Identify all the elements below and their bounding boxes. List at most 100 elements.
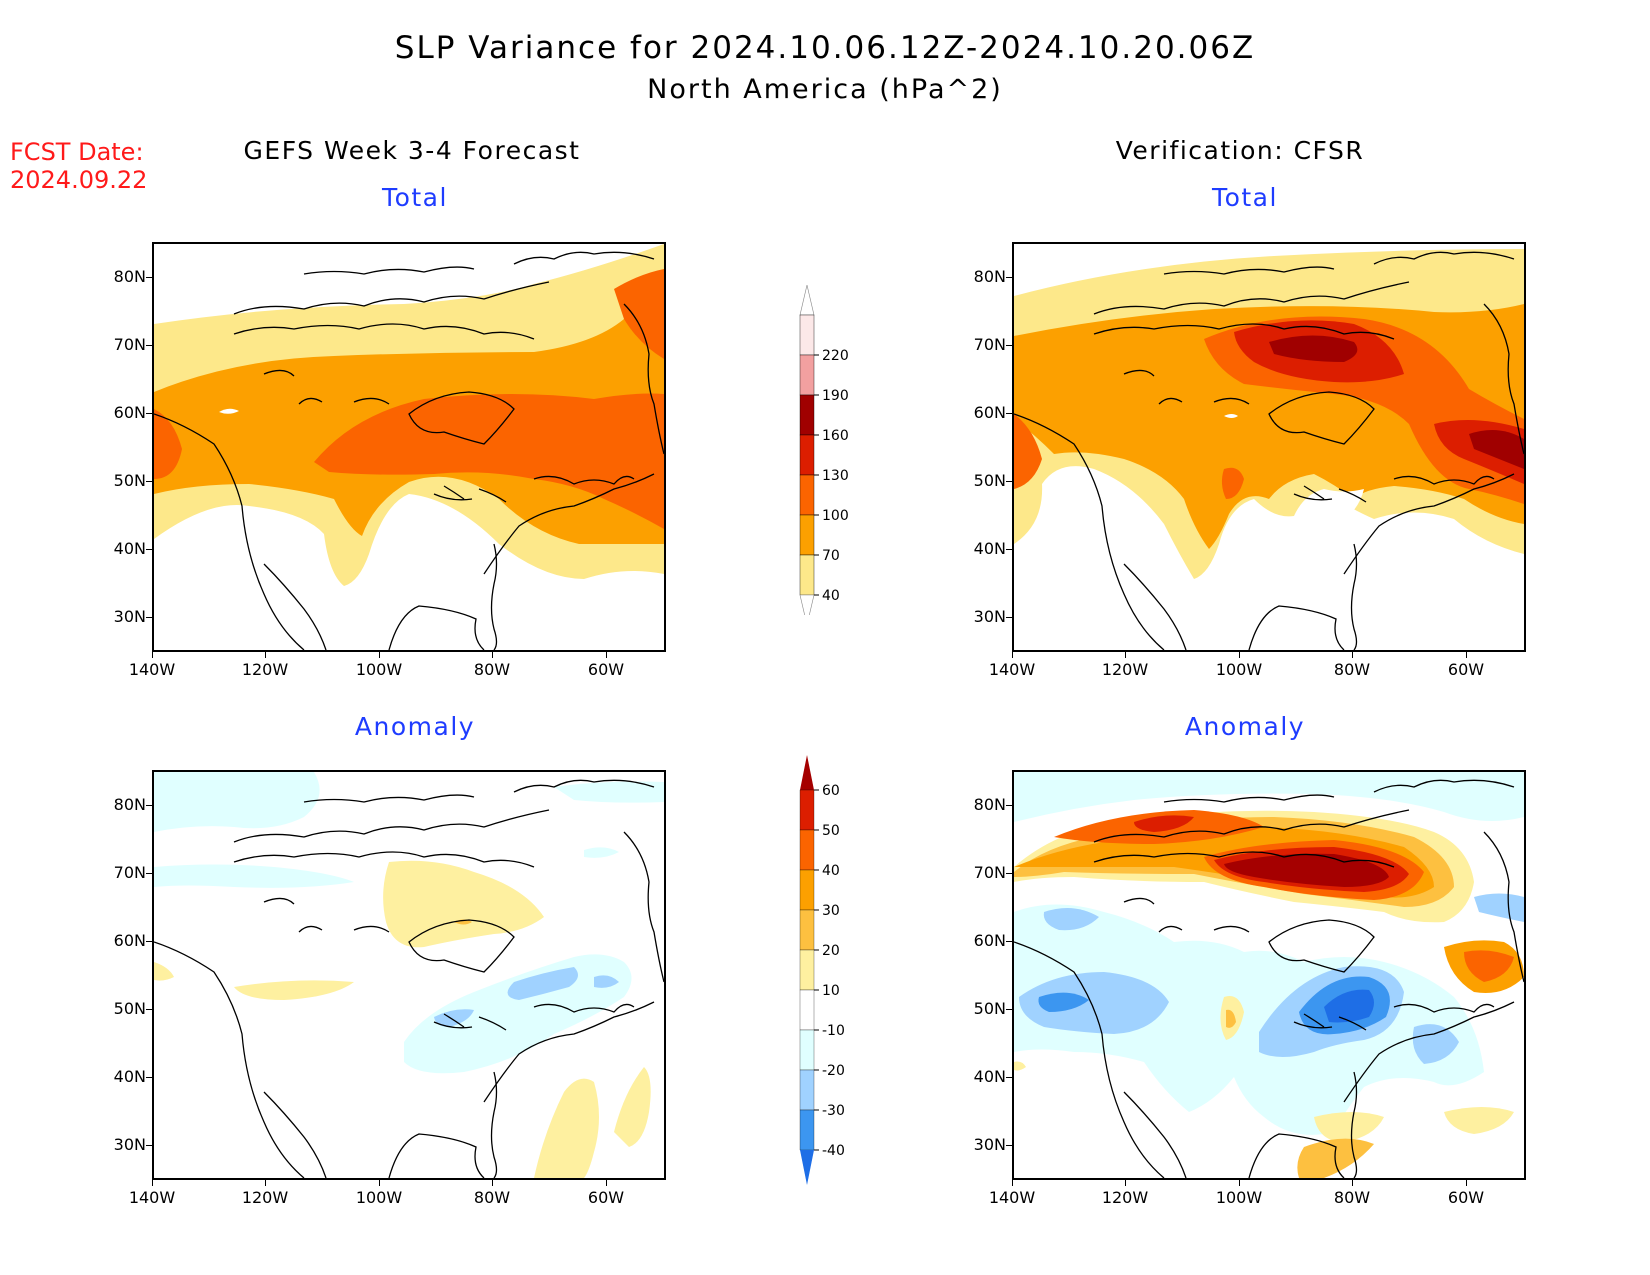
lon-tick-label-verification-total: 80W: [1333, 660, 1371, 679]
lon-tick-label-forecast-total: 120W: [241, 660, 289, 679]
lon-tick-label-forecast-total: 140W: [128, 660, 176, 679]
figure-title: SLP Variance for 2024.10.06.12Z-2024.10.…: [394, 30, 1256, 66]
map-verification-anomaly: [1012, 770, 1526, 1180]
colorbar-anomaly-label: -40: [822, 1143, 845, 1159]
colorbar-anomaly-swatch: [799, 949, 815, 991]
coastlines: [154, 779, 664, 1178]
colorbar-total-bottom-arrow: [799, 594, 815, 626]
colorbar-total: 220 190 160 130 100 70 40: [790, 284, 880, 626]
lat-tick-mark: [146, 873, 152, 874]
lat-tick-mark: [1006, 1077, 1012, 1078]
map-forecast-anomaly-field: [154, 772, 664, 1178]
map-verification-total-field: [1014, 249, 1524, 650]
colorbar-anomaly-swatch: [799, 829, 815, 871]
colorbar-anomaly-swatch: [799, 1069, 815, 1111]
lat-tick-label-verification-anomaly: 70N: [973, 863, 1006, 882]
lon-tick-label-forecast-total: 80W: [473, 660, 511, 679]
lat-tick-mark: [1006, 617, 1012, 618]
lat-tick-label-forecast-anomaly: 60N: [113, 931, 146, 950]
lon-tick-label-verification-total: 60W: [1447, 660, 1485, 679]
colorbar-total-svg: 220 190 160 130 100 70 40: [799, 284, 849, 626]
lon-tick-mark: [152, 652, 153, 658]
lon-tick-mark: [379, 652, 380, 658]
lon-tick-label-verification-total: 120W: [1101, 660, 1149, 679]
lon-tick-label-forecast-anomaly: 100W: [355, 1188, 403, 1207]
lon-tick-label-forecast-anomaly: 140W: [128, 1188, 176, 1207]
lat-tick-label-verification-total: 60N: [973, 403, 1006, 422]
colorbar-anomaly-label: -30: [822, 1103, 845, 1119]
coastlines: [1014, 251, 1524, 650]
lat-tick-mark: [146, 1009, 152, 1010]
lat-tick-mark: [1006, 413, 1012, 414]
panel-title-forecast-anomaly: Anomaly: [354, 712, 476, 741]
lat-tick-mark: [1006, 549, 1012, 550]
lon-tick-mark: [606, 1180, 607, 1186]
lat-tick-label-forecast-anomaly: 80N: [113, 795, 146, 814]
lat-tick-label-verification-anomaly: 30N: [973, 1135, 1006, 1154]
column-title-verification: Verification: CFSR: [1115, 136, 1365, 165]
colorbar-anomaly-label: 60: [822, 783, 840, 799]
lat-tick-label-verification-total: 40N: [973, 539, 1006, 558]
lon-tick-mark: [492, 652, 493, 658]
colorbar-total-label: 40: [822, 588, 840, 604]
lat-tick-label-verification-anomaly: 80N: [973, 795, 1006, 814]
colorbar-total-label: 130: [822, 468, 849, 484]
lon-tick-label-verification-total: 140W: [988, 660, 1036, 679]
colorbar-total-swatch: [799, 354, 815, 396]
lat-tick-mark: [146, 805, 152, 806]
colorbar-total-label: 190: [822, 388, 849, 404]
lon-tick-mark: [265, 1180, 266, 1186]
lat-tick-label-forecast-total: 80N: [113, 267, 146, 286]
colorbar-total-swatch: [799, 394, 815, 436]
lat-tick-label-forecast-anomaly: 70N: [113, 863, 146, 882]
lon-tick-label-forecast-anomaly: 60W: [587, 1188, 625, 1207]
lon-tick-label-verification-anomaly: 140W: [988, 1188, 1036, 1207]
lon-tick-mark: [1352, 1180, 1353, 1186]
lat-tick-mark: [146, 413, 152, 414]
lat-tick-mark: [1006, 1009, 1012, 1010]
lat-tick-label-verification-total: 30N: [973, 607, 1006, 626]
coastlines: [1014, 779, 1524, 1178]
panel-title-verification-anomaly: Anomaly: [1184, 712, 1306, 741]
lat-tick-label-verification-anomaly: 60N: [973, 931, 1006, 950]
colorbar-total-swatch: [799, 434, 815, 476]
lon-tick-mark: [492, 1180, 493, 1186]
lon-tick-label-verification-anomaly: 120W: [1101, 1188, 1149, 1207]
colorbar-anomaly-bottom-arrow: [800, 1150, 814, 1185]
lon-tick-mark: [1125, 1180, 1126, 1186]
lat-tick-label-forecast-anomaly: 40N: [113, 1067, 146, 1086]
map-forecast-total-field: [154, 244, 664, 650]
colorbar-anomaly: 60 50 40 30 20 10 -10 -20 -30 -40: [790, 755, 880, 1210]
lon-tick-label-forecast-anomaly: 80W: [473, 1188, 511, 1207]
figure-subtitle: North America (hPa^2): [647, 74, 1003, 105]
lon-tick-mark: [265, 652, 266, 658]
fcst-date-value: 2024.09.22: [10, 166, 148, 194]
colorbar-anomaly-label: 30: [822, 903, 840, 919]
colorbar-total-label: 70: [822, 548, 840, 564]
lat-tick-label-forecast-total: 30N: [113, 607, 146, 626]
lon-tick-mark: [379, 1180, 380, 1186]
colorbar-total-label: 160: [822, 428, 849, 444]
lat-tick-mark: [1006, 941, 1012, 942]
colorbar-anomaly-label: -10: [822, 1023, 845, 1039]
lat-tick-label-verification-anomaly: 40N: [973, 1067, 1006, 1086]
lat-tick-label-forecast-total: 70N: [113, 335, 146, 354]
lon-tick-label-verification-anomaly: 80W: [1333, 1188, 1371, 1207]
lat-tick-mark: [1006, 805, 1012, 806]
lon-tick-label-verification-anomaly: 60W: [1447, 1188, 1485, 1207]
lat-tick-mark: [146, 1145, 152, 1146]
lat-tick-label-verification-anomaly: 50N: [973, 999, 1006, 1018]
colorbar-anomaly-swatch: [799, 909, 815, 951]
lat-tick-mark: [1006, 1145, 1012, 1146]
colorbar-anomaly-label: 20: [822, 943, 840, 959]
lat-tick-label-forecast-total: 60N: [113, 403, 146, 422]
colorbar-anomaly-swatch: [799, 989, 815, 1031]
colorbar-anomaly-label: 50: [822, 823, 840, 839]
colorbar-anomaly-swatch: [799, 1109, 815, 1151]
lon-tick-label-verification-total: 100W: [1215, 660, 1263, 679]
lon-tick-label-forecast-total: 100W: [355, 660, 403, 679]
lon-tick-mark: [1125, 652, 1126, 658]
lon-tick-mark: [1012, 652, 1013, 658]
coastlines: [154, 251, 664, 650]
lat-tick-label-forecast-total: 40N: [113, 539, 146, 558]
